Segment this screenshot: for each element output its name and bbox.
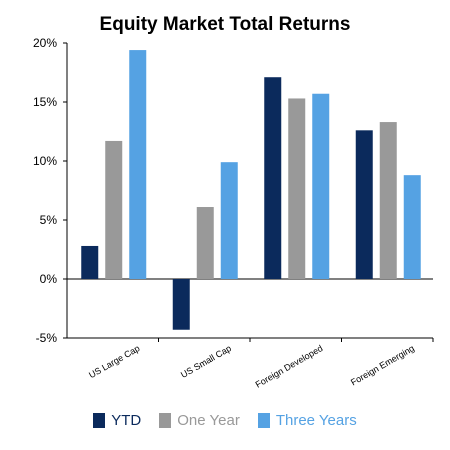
- y-tick-label: -5%: [36, 331, 58, 345]
- legend-item: Three Years: [257, 412, 357, 429]
- y-tick-label: 0%: [40, 272, 58, 286]
- bar: [81, 245, 99, 279]
- bar: [196, 207, 214, 279]
- y-tick-label: 15%: [33, 95, 57, 109]
- legend-swatch: [93, 413, 106, 428]
- bar: [264, 77, 282, 279]
- legend-swatch: [257, 413, 270, 428]
- bar: [220, 162, 238, 279]
- y-tick-label: 20%: [33, 36, 57, 50]
- chart-title: Equity Market Total Returns: [99, 14, 351, 35]
- x-tick-label: Foreign Emerging: [349, 343, 416, 387]
- legend-swatch: [159, 413, 172, 428]
- bar: [172, 279, 190, 330]
- x-tick-label: US Small Cap: [179, 343, 233, 380]
- legend-item: YTD: [93, 412, 141, 429]
- bar: [403, 175, 421, 279]
- bar: [105, 140, 123, 279]
- legend-item: One Year: [159, 412, 240, 429]
- bar: [379, 122, 397, 279]
- x-tick-label: US Large Cap: [87, 343, 141, 380]
- legend-label: YTD: [111, 412, 142, 429]
- bar: [288, 98, 306, 280]
- x-tick-label: Foreign Developed: [254, 343, 325, 390]
- legend-label: Three Years: [275, 412, 357, 429]
- bar: [312, 93, 330, 280]
- legend: YTD One Year Three Years: [0, 412, 450, 429]
- bar: [355, 130, 373, 279]
- y-tick-label: 5%: [40, 213, 58, 227]
- legend-label: One Year: [177, 412, 240, 429]
- bar: [129, 50, 147, 279]
- y-tick-label: 10%: [33, 154, 57, 168]
